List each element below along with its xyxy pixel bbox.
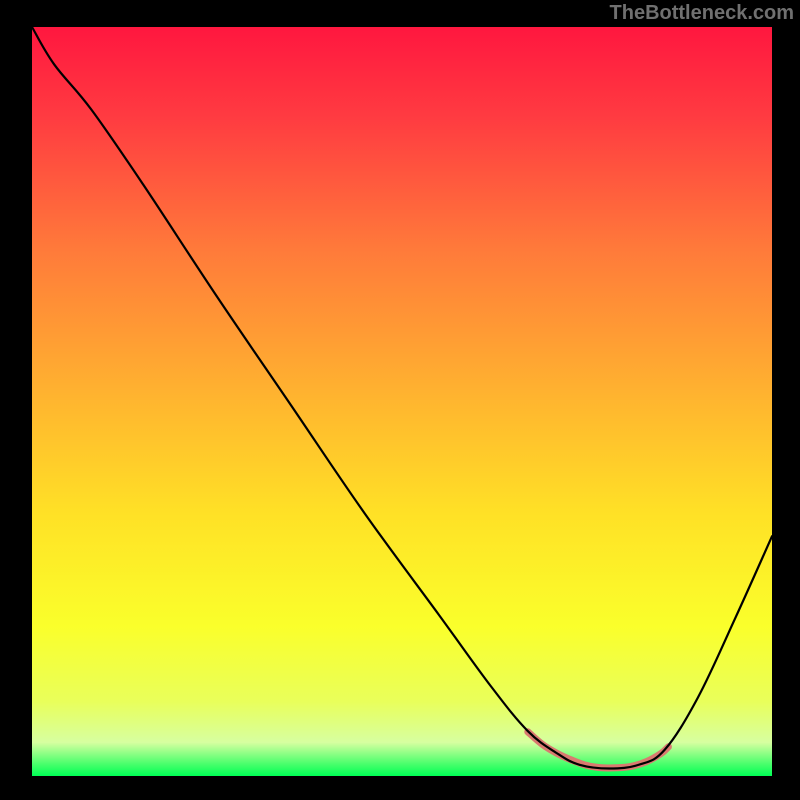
watermark-text: TheBottleneck.com [610,2,794,25]
plot-background-gradient [32,27,772,776]
chart-root: TheBottleneck.com [0,0,800,800]
plot-frame [32,27,772,776]
